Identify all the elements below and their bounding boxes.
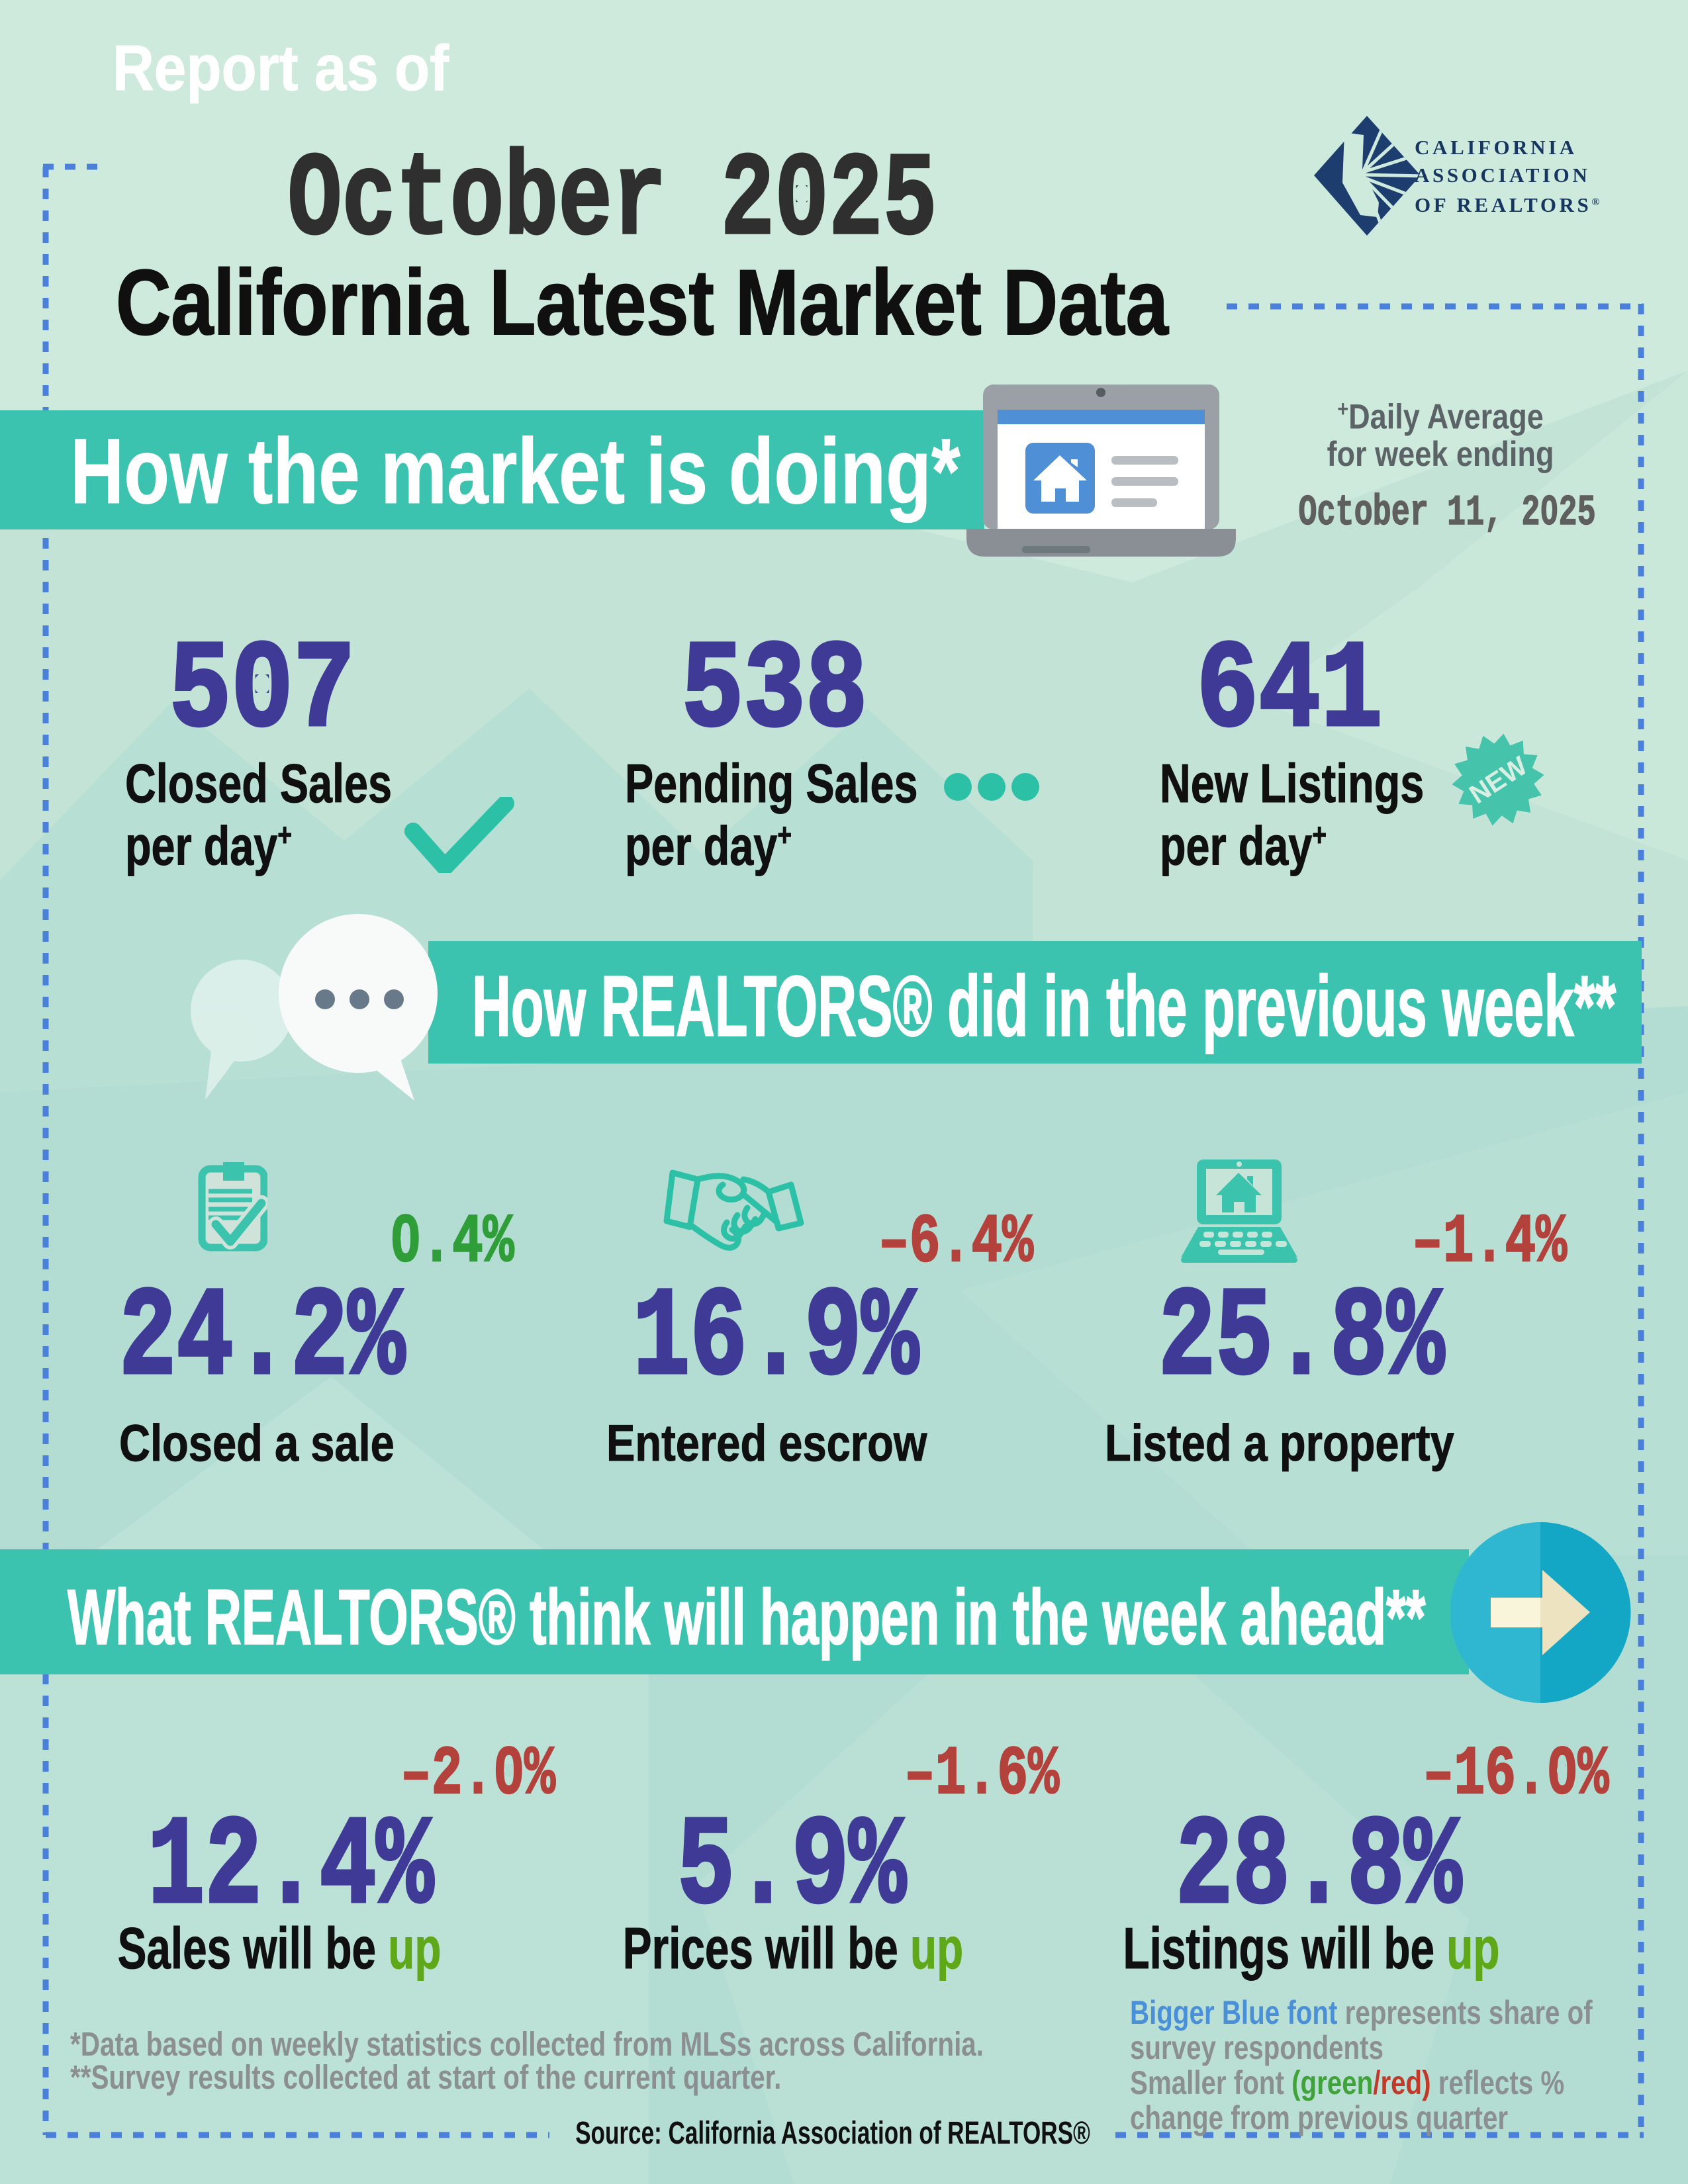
svg-text:ASSOCIATION: ASSOCIATION <box>1415 163 1590 187</box>
svg-text:OF REALTORS®: OF REALTORS® <box>1415 193 1603 216</box>
svg-text:CALIFORNIA: CALIFORNIA <box>1415 136 1577 159</box>
